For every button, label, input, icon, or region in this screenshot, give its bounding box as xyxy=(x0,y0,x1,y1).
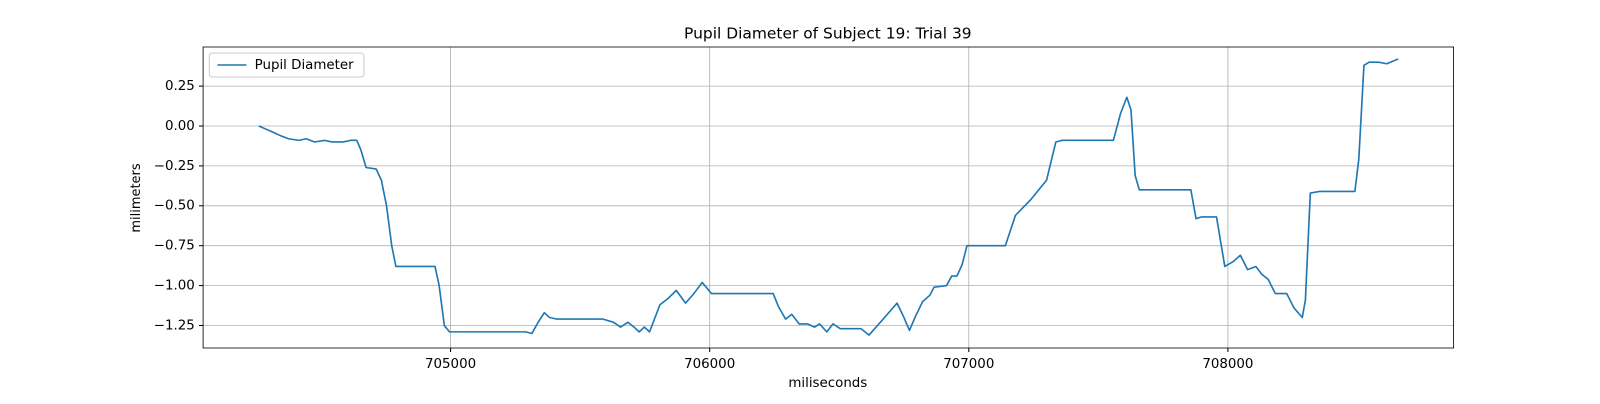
x-tick-label: 706000 xyxy=(684,357,735,372)
y-tick-label: 0.00 xyxy=(165,119,195,134)
y-tick-label: −0.75 xyxy=(154,239,195,254)
x-axis-label: miliseconds xyxy=(788,376,867,391)
y-tick-label: −0.25 xyxy=(154,159,195,174)
x-tick-label: 707000 xyxy=(943,357,994,372)
y-tick-label: −1.25 xyxy=(154,319,195,334)
data-line xyxy=(258,58,1399,336)
x-tick-label: 708000 xyxy=(1202,357,1253,372)
x-tick-label: 705000 xyxy=(425,357,476,372)
plot-frame xyxy=(202,46,1455,349)
legend-label: Pupil Diameter xyxy=(255,58,355,73)
y-tick-label: −1.00 xyxy=(154,279,195,294)
y-axis-label: milimeters xyxy=(129,163,144,232)
y-tick-label: 0.25 xyxy=(165,79,195,94)
y-tick-label: −0.50 xyxy=(154,199,195,214)
legend-box xyxy=(208,52,365,78)
chart-title: Pupil Diameter of Subject 19: Trial 39 xyxy=(684,25,972,43)
